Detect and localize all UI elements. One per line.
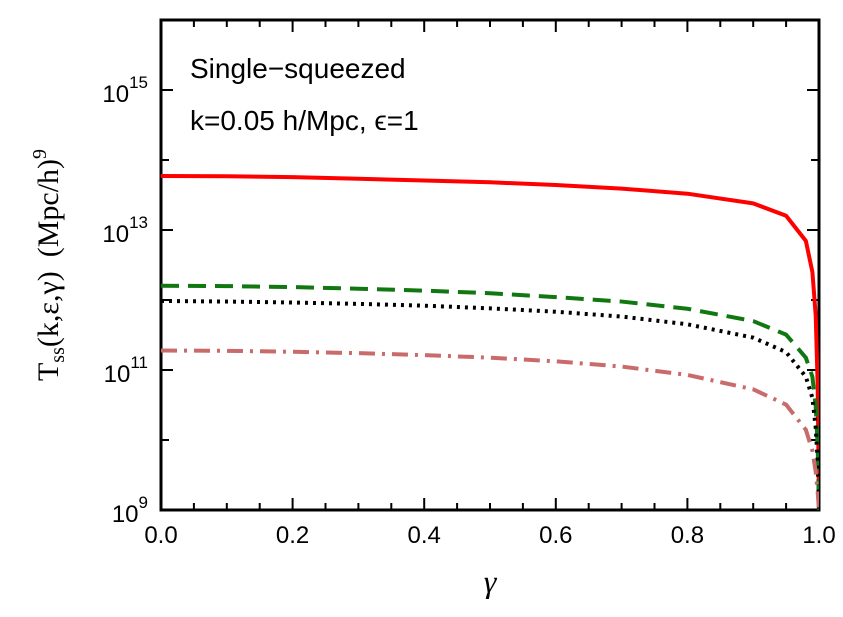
x-tick-label: 0.0 [144,522,177,549]
y-tick-label: 109 [112,493,148,528]
y-axis-title-units-exp: 9 [29,149,51,159]
y-axis-title-sub: ss [47,347,69,363]
y-axis-title: Tss(k,ε,γ) (Mpc/h)9 [29,149,69,381]
y-tick-label: 1015 [102,73,148,108]
x-axis-title: γ [484,563,498,599]
y-tick-label: 1013 [102,213,148,248]
annotation-line-1: Single−squeezed [190,53,406,84]
y-tick-label-base: 10 [112,501,139,528]
y-axis-title-units: (Mpc/h) [32,159,65,257]
x-tick-label: 0.2 [276,522,309,549]
series-line-4 [161,348,819,510]
y-tick-label: 1011 [104,353,148,388]
y-tick-label-base: 10 [104,361,131,388]
annotation-line-2: k=0.05 h/Mpc, ϵ=1 [190,105,419,136]
x-tick-label: 0.8 [671,522,704,549]
x-tick-labels: 0.0 0.2 0.4 0.6 0.8 1.0 [144,522,835,549]
y-tick-label-base: 10 [102,81,129,108]
y-tick-label-exp: 11 [130,353,148,372]
axis-ticks [160,19,820,511]
series-line-2 [161,283,819,510]
y-tick-label-exp: 13 [129,213,148,232]
x-tick-label: 0.4 [408,522,441,549]
plot-frame [159,18,821,512]
series-line-3 [161,298,819,510]
y-tick-label-exp: 9 [139,493,148,512]
y-axis-title-args: (k,ε,γ) [32,271,65,347]
y-tick-label-base: 10 [102,221,129,248]
series-layer [161,174,819,510]
y-axis-title-T: T [32,363,65,381]
x-tick-label: 0.6 [539,522,572,549]
x-tick-label: 1.0 [802,522,835,549]
y-tick-label-exp: 15 [129,73,148,92]
series-line-1 [161,174,819,510]
